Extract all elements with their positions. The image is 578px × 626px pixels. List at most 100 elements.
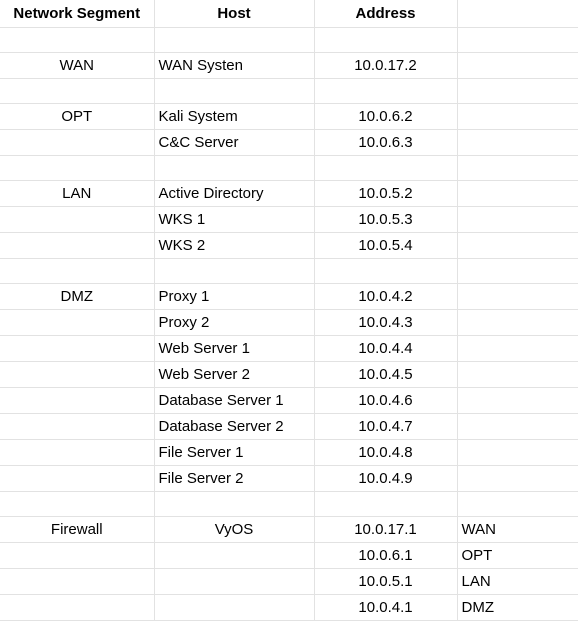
cell-network-segment[interactable] [0, 594, 155, 621]
cell-host[interactable]: VyOS [154, 516, 315, 543]
cell-address[interactable] [314, 258, 458, 284]
cell-address[interactable]: 10.0.17.2 [314, 52, 458, 79]
cell-extra[interactable]: WAN [457, 516, 578, 543]
cell-address[interactable]: 10.0.5.3 [314, 206, 458, 233]
cell-host[interactable] [154, 155, 315, 181]
header-extra[interactable] [457, 0, 578, 28]
cell-extra[interactable] [457, 180, 578, 207]
cell-network-segment[interactable] [0, 232, 155, 259]
cell-host[interactable]: Active Directory [154, 180, 315, 207]
cell-extra[interactable] [457, 387, 578, 414]
cell-address[interactable]: 10.0.17.1 [314, 516, 458, 543]
cell-extra[interactable]: OPT [457, 542, 578, 569]
header-host[interactable]: Host [154, 0, 315, 28]
cell-extra[interactable] [457, 335, 578, 362]
cell-address[interactable]: 10.0.5.1 [314, 568, 458, 595]
cell-address[interactable]: 10.0.4.4 [314, 335, 458, 362]
cell-network-segment[interactable]: DMZ [0, 283, 155, 310]
cell-network-segment[interactable] [0, 78, 155, 104]
cell-extra[interactable] [457, 27, 578, 53]
cell-host[interactable]: WKS 1 [154, 206, 315, 233]
cell-network-segment[interactable] [0, 206, 155, 233]
cell-address[interactable]: 10.0.4.6 [314, 387, 458, 414]
cell-host[interactable] [154, 568, 315, 595]
header-address[interactable]: Address [314, 0, 458, 28]
cell-address[interactable] [314, 155, 458, 181]
cell-extra[interactable] [457, 129, 578, 156]
cell-extra[interactable] [457, 283, 578, 310]
cell-network-segment[interactable] [0, 309, 155, 336]
cell-network-segment[interactable] [0, 258, 155, 284]
cell-network-segment[interactable]: WAN [0, 52, 155, 79]
cell-extra[interactable] [457, 206, 578, 233]
cell-network-segment[interactable] [0, 568, 155, 595]
cell-extra[interactable] [457, 155, 578, 181]
cell-network-segment[interactable] [0, 413, 155, 440]
cell-address[interactable]: 10.0.4.8 [314, 439, 458, 466]
cell-extra[interactable]: LAN [457, 568, 578, 595]
cell-host[interactable]: File Server 1 [154, 439, 315, 466]
table-row: 10.0.6.1 OPT [0, 542, 578, 569]
cell-address[interactable]: 10.0.6.2 [314, 103, 458, 130]
cell-network-segment[interactable]: LAN [0, 180, 155, 207]
cell-host[interactable]: Web Server 2 [154, 361, 315, 388]
cell-host[interactable] [154, 27, 315, 53]
cell-network-segment[interactable]: OPT [0, 103, 155, 130]
cell-extra[interactable] [457, 258, 578, 284]
cell-network-segment[interactable] [0, 542, 155, 569]
table-row: C&C Server 10.0.6.3 [0, 129, 578, 156]
cell-network-segment[interactable] [0, 335, 155, 362]
cell-extra[interactable]: DMZ [457, 594, 578, 621]
cell-network-segment[interactable] [0, 155, 155, 181]
cell-network-segment[interactable]: Firewall [0, 516, 155, 543]
cell-address[interactable]: 10.0.4.9 [314, 465, 458, 492]
cell-host[interactable] [154, 258, 315, 284]
cell-extra[interactable] [457, 361, 578, 388]
cell-network-segment[interactable] [0, 27, 155, 53]
table-row: WKS 2 10.0.5.4 [0, 232, 578, 259]
header-network-segment[interactable]: Network Segment [0, 0, 155, 28]
cell-host[interactable] [154, 594, 315, 621]
cell-host[interactable]: Proxy 1 [154, 283, 315, 310]
cell-address[interactable]: 10.0.5.4 [314, 232, 458, 259]
cell-host[interactable]: Database Server 2 [154, 413, 315, 440]
cell-host[interactable] [154, 542, 315, 569]
cell-address[interactable]: 10.0.4.7 [314, 413, 458, 440]
cell-host[interactable] [154, 78, 315, 104]
cell-network-segment[interactable] [0, 387, 155, 414]
cell-address[interactable]: 10.0.4.3 [314, 309, 458, 336]
cell-network-segment[interactable] [0, 361, 155, 388]
cell-address[interactable]: 10.0.4.5 [314, 361, 458, 388]
cell-network-segment[interactable] [0, 491, 155, 517]
cell-extra[interactable] [457, 491, 578, 517]
cell-host[interactable]: Web Server 1 [154, 335, 315, 362]
cell-address[interactable]: 10.0.4.2 [314, 283, 458, 310]
cell-extra[interactable] [457, 78, 578, 104]
cell-host[interactable]: C&C Server [154, 129, 315, 156]
cell-network-segment[interactable] [0, 439, 155, 466]
cell-extra[interactable] [457, 465, 578, 492]
cell-host[interactable]: Kali System [154, 103, 315, 130]
cell-address[interactable]: 10.0.5.2 [314, 180, 458, 207]
cell-address[interactable]: 10.0.6.3 [314, 129, 458, 156]
cell-address[interactable]: 10.0.4.1 [314, 594, 458, 621]
cell-extra[interactable] [457, 413, 578, 440]
cell-host[interactable]: File Server 2 [154, 465, 315, 492]
cell-host[interactable]: Database Server 1 [154, 387, 315, 414]
cell-address[interactable] [314, 491, 458, 517]
cell-host[interactable]: WKS 2 [154, 232, 315, 259]
cell-address[interactable] [314, 78, 458, 104]
cell-extra[interactable] [457, 232, 578, 259]
cell-network-segment[interactable] [0, 465, 155, 492]
cell-host[interactable]: WAN Systen [154, 52, 315, 79]
cell-host[interactable]: Proxy 2 [154, 309, 315, 336]
cell-extra[interactable] [457, 439, 578, 466]
cell-extra[interactable] [457, 309, 578, 336]
cell-extra[interactable] [457, 103, 578, 130]
cell-host[interactable] [154, 491, 315, 517]
cell-address[interactable]: 10.0.6.1 [314, 542, 458, 569]
cell-network-segment[interactable] [0, 129, 155, 156]
cell-extra[interactable] [457, 52, 578, 79]
cell-address[interactable] [314, 27, 458, 53]
